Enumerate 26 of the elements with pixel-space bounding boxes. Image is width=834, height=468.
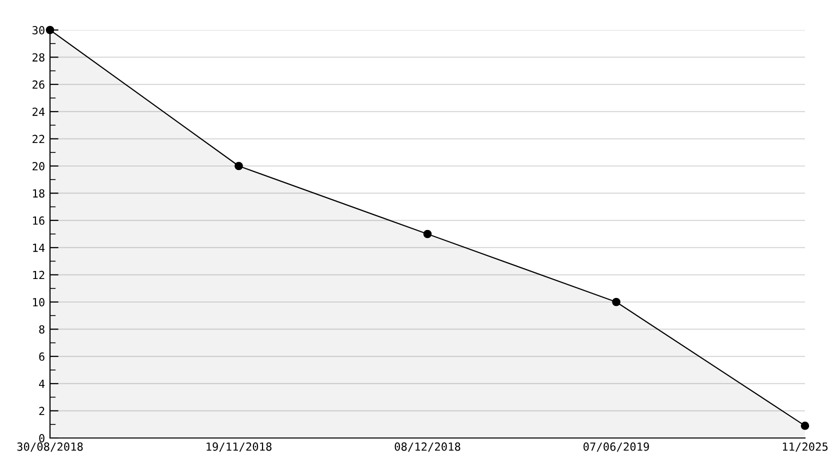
y-tick-label: 6 — [39, 352, 44, 361]
y-tick-label: 4 — [39, 380, 45, 388]
y-tick-label: 22 — [32, 134, 44, 144]
x-tick-label: 07/06/2019 — [584, 442, 649, 452]
y-tick-label: 8 — [39, 325, 44, 334]
point — [612, 298, 620, 306]
y-tick-label: 20 — [32, 162, 44, 170]
y-tick-label: 10 — [33, 298, 44, 306]
point — [234, 162, 243, 170]
y-tick-label: 30 — [32, 26, 44, 34]
y-tick-label: 16 — [33, 216, 44, 225]
y-tick-label: 12 — [33, 270, 44, 280]
y-tick-label: 18 — [33, 189, 44, 198]
point — [800, 422, 810, 430]
y-tick-label: 0 — [39, 434, 44, 442]
y-tick-label: 26 — [32, 80, 44, 89]
x-tick-label: 11/2025 — [782, 442, 828, 452]
y-tick-label: 28 — [32, 53, 44, 62]
y-tick-label: 2 — [39, 406, 44, 416]
y-tick-label: 14 — [33, 244, 45, 252]
x-tick-label: 08/12/2018 — [394, 442, 460, 452]
x-tick-label: 19/11/2018 — [206, 442, 272, 452]
y-tick-label: 24 — [32, 108, 45, 116]
point — [46, 26, 54, 34]
point — [423, 230, 432, 238]
x-tick-label: 30/08/2018 — [17, 442, 83, 452]
